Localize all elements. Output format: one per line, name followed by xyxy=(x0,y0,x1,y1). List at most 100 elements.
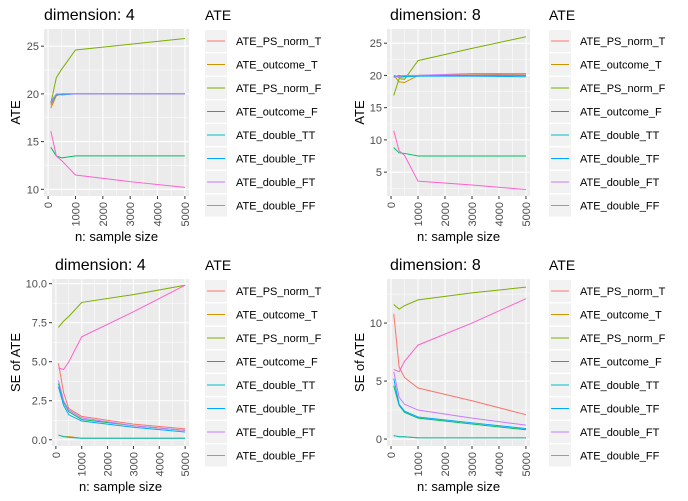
legend-label: ATE_PS_norm_T xyxy=(580,36,666,48)
legend-title: ATE xyxy=(205,257,231,273)
y-axis-title: SE of ATE xyxy=(8,333,23,392)
series-line-ate-double-ff xyxy=(393,130,526,191)
y-tick-label: 20 xyxy=(370,70,382,82)
x-tick-label: 3000 xyxy=(467,202,479,226)
x-tick-label: 1000 xyxy=(413,202,425,226)
legend-title: ATE xyxy=(549,257,575,273)
x-tick-label: 5000 xyxy=(180,452,192,476)
y-tick-label: 10 xyxy=(370,318,382,330)
y-tick-label: 0.0 xyxy=(32,435,47,447)
series-line-ate-double-tf xyxy=(393,74,526,78)
chart-title: dimension: 4 xyxy=(55,257,146,274)
legend-label: ATE_double_TF xyxy=(236,154,316,166)
y-tick-label: 15 xyxy=(370,103,382,115)
y-axis-title: ATE xyxy=(8,100,23,125)
series-line-ate-double-ft xyxy=(393,371,527,426)
legend: ATE ATE_PS_norm_T ATE_outcome_T ATE_PS_norm… xyxy=(205,257,322,467)
chart-panel-3: 0 1000 2000 3000 4000 5000 0.0 2.5 5.0 7.5 10.0 dim… xyxy=(8,257,322,494)
x-tick-label: 2000 xyxy=(103,452,115,476)
legend-label: ATE_double_TT xyxy=(236,130,316,142)
legend-label: ATE_PS_norm_T xyxy=(236,286,322,298)
series-line-ate-double-ff xyxy=(58,284,186,371)
legend-label: ATE_double_FF xyxy=(236,451,316,463)
series-line-ate-double-ft xyxy=(50,93,185,103)
x-tick-label: 2000 xyxy=(440,452,452,476)
legend-label: ATE_outcome_T xyxy=(236,310,318,322)
series-line-ate-ps-norm-f xyxy=(393,36,527,96)
chart-panel-4: 0 1000 2000 3000 4000 5000 0 5 10 dimension: 8 n: … xyxy=(352,257,666,494)
chart-title: dimension: 8 xyxy=(390,257,481,274)
legend-label: ATE_double_TT xyxy=(580,380,660,392)
series-line-ate-double-tf xyxy=(393,378,527,430)
x-tick-label: 3000 xyxy=(125,202,137,226)
legend-label: ATE_PS_norm_F xyxy=(580,333,666,345)
y-tick-label: 15 xyxy=(27,137,39,149)
series-line-ate-double-ff xyxy=(393,298,527,373)
series-line-ate-ps-norm-t xyxy=(57,363,186,430)
x-tick-label: 1000 xyxy=(413,452,425,476)
series-line-ate-ps-norm-f xyxy=(58,284,186,328)
legend-label: ATE_double_FF xyxy=(580,201,660,213)
legend-label: ATE_double_TF xyxy=(236,404,316,416)
chart-panel-2: 0 1000 2000 3000 4000 5000 5 10 15 20 25 dimension:… xyxy=(352,7,666,244)
legend-label: ATE_double_TT xyxy=(580,130,660,142)
x-tick-label: 2000 xyxy=(98,202,110,226)
series-line-ate-ps-norm-t xyxy=(393,313,527,416)
legend-label: ATE_double_FT xyxy=(236,427,316,439)
legend-label: ATE_outcome_F xyxy=(236,107,318,119)
x-tick-label: 4000 xyxy=(153,202,165,226)
y-tick-label: 20 xyxy=(27,89,39,101)
x-tick-label: 0 xyxy=(43,202,55,208)
y-tick-label: 5 xyxy=(376,376,382,388)
x-tick-label: 0 xyxy=(386,452,398,458)
y-axis-title: SE of ATE xyxy=(352,333,367,392)
series-line-ate-double-tt xyxy=(58,434,186,439)
legend-label: ATE_PS_norm_F xyxy=(236,333,322,345)
legend-label: ATE_outcome_F xyxy=(580,107,662,119)
series-line-ate-double-tf xyxy=(57,386,186,433)
legend-label: ATE_double_TF xyxy=(580,404,660,416)
x-tick-label: 0 xyxy=(386,202,398,208)
legend: ATE ATE_PS_norm_T ATE_outcome_T ATE_PS_norm… xyxy=(549,7,666,217)
legend-label: ATE_outcome_F xyxy=(580,357,662,369)
legend-label: ATE_outcome_T xyxy=(580,310,662,322)
legend-label: ATE_double_FT xyxy=(580,177,660,189)
chart-panel-1: 0 1000 2000 3000 4000 5000 10 15 20 25 dimension: … xyxy=(8,7,322,244)
chart-title: dimension: 4 xyxy=(44,7,135,24)
legend-label: ATE_double_FF xyxy=(236,201,316,213)
y-tick-label: 0 xyxy=(376,434,382,446)
legend-label: ATE_PS_norm_T xyxy=(236,36,322,48)
legend-label: ATE_double_TT xyxy=(236,380,316,392)
series-line-ate-outcome-f xyxy=(50,147,185,159)
x-tick-label: 1000 xyxy=(77,452,89,476)
legend-label: ATE_PS_norm_T xyxy=(580,286,666,298)
legend-label: ATE_outcome_T xyxy=(236,60,318,72)
series-line-ate-double-ff xyxy=(50,131,185,188)
x-axis-title: n: sample size xyxy=(75,229,158,244)
legend-label: ATE_double_TF xyxy=(580,154,660,166)
series-line-ate-double-tt xyxy=(393,435,526,439)
x-tick-label: 4000 xyxy=(154,452,166,476)
y-tick-label: 2.5 xyxy=(32,396,47,408)
y-tick-label: 5 xyxy=(376,167,382,179)
x-tick-label: 3000 xyxy=(467,452,479,476)
legend-title: ATE xyxy=(549,7,575,23)
y-tick-label: 7.5 xyxy=(32,318,47,330)
x-tick-label: 2000 xyxy=(440,202,452,226)
x-tick-label: 4000 xyxy=(494,452,506,476)
legend-label: ATE_outcome_F xyxy=(236,357,318,369)
legend-label: ATE_double_FT xyxy=(580,427,660,439)
y-tick-label: 5.0 xyxy=(32,357,47,369)
x-axis-title: n: sample size xyxy=(417,229,500,244)
series-line-ate-double-ft xyxy=(57,380,186,431)
legend-label: ATE_double_FF xyxy=(580,451,660,463)
series-line-ate-outcome-f xyxy=(393,147,526,157)
chart-title: dimension: 8 xyxy=(390,7,481,24)
x-tick-label: 0 xyxy=(51,452,63,458)
legend: ATE ATE_PS_norm_T ATE_outcome_T ATE_PS_norm… xyxy=(549,257,666,467)
legend-label: ATE_PS_norm_F xyxy=(236,83,322,95)
x-axis-title: n: sample size xyxy=(79,479,162,494)
x-tick-label: 1000 xyxy=(70,202,82,226)
y-axis-title: ATE xyxy=(352,100,367,125)
